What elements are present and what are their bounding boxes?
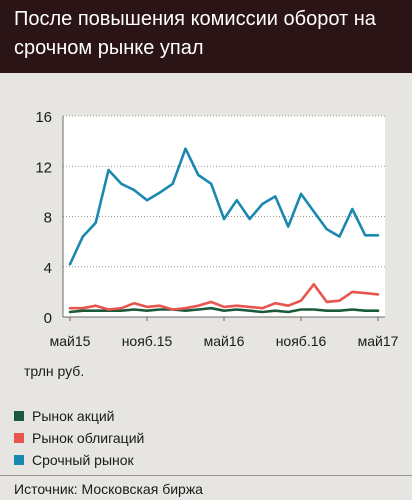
- legend-item: Рынок акций: [14, 405, 144, 427]
- divider: [0, 475, 412, 476]
- legend-label: Рынок акций: [32, 408, 115, 424]
- x-tick-label: нояб.15: [122, 333, 173, 349]
- x-tick-label: май17: [358, 333, 399, 349]
- legend-item: Рынок облигаций: [14, 427, 144, 449]
- legend-swatch: [14, 455, 24, 465]
- y-tick-label: 12: [35, 159, 52, 176]
- series-line-1: [68, 306, 380, 314]
- line-chart: 0 4 8 12 16 май15 нояб.15 май16 нояб.16 май17 трлн…: [24, 109, 399, 379]
- series-line-2: [68, 283, 380, 311]
- legend-swatch: [14, 411, 24, 421]
- x-tick-label: май16: [204, 333, 245, 349]
- y-tick-label: 0: [44, 310, 52, 327]
- source-note: Источник: Московская биржа: [14, 481, 203, 497]
- y-axis-unit-label: трлн руб.: [24, 363, 84, 379]
- legend-swatch: [14, 433, 24, 443]
- y-tick-label: 4: [44, 260, 52, 277]
- y-tick-label: 8: [44, 210, 52, 227]
- x-tick-label: нояб.16: [276, 333, 327, 349]
- legend-item: Срочный рынок: [14, 449, 144, 471]
- header-bar: После повышения комиссии оборот на срочн…: [0, 0, 412, 73]
- series-line-3: [68, 147, 380, 266]
- legend-label: Срочный рынок: [32, 452, 134, 468]
- legend-label: Рынок облигаций: [32, 430, 145, 446]
- x-tick-label: май15: [50, 333, 91, 349]
- chart-title: После повышения комиссии оборот на срочн…: [14, 8, 376, 59]
- y-tick-label: 16: [35, 109, 52, 126]
- legend: Рынок акций Рынок облигаций Срочный рынок: [14, 405, 144, 471]
